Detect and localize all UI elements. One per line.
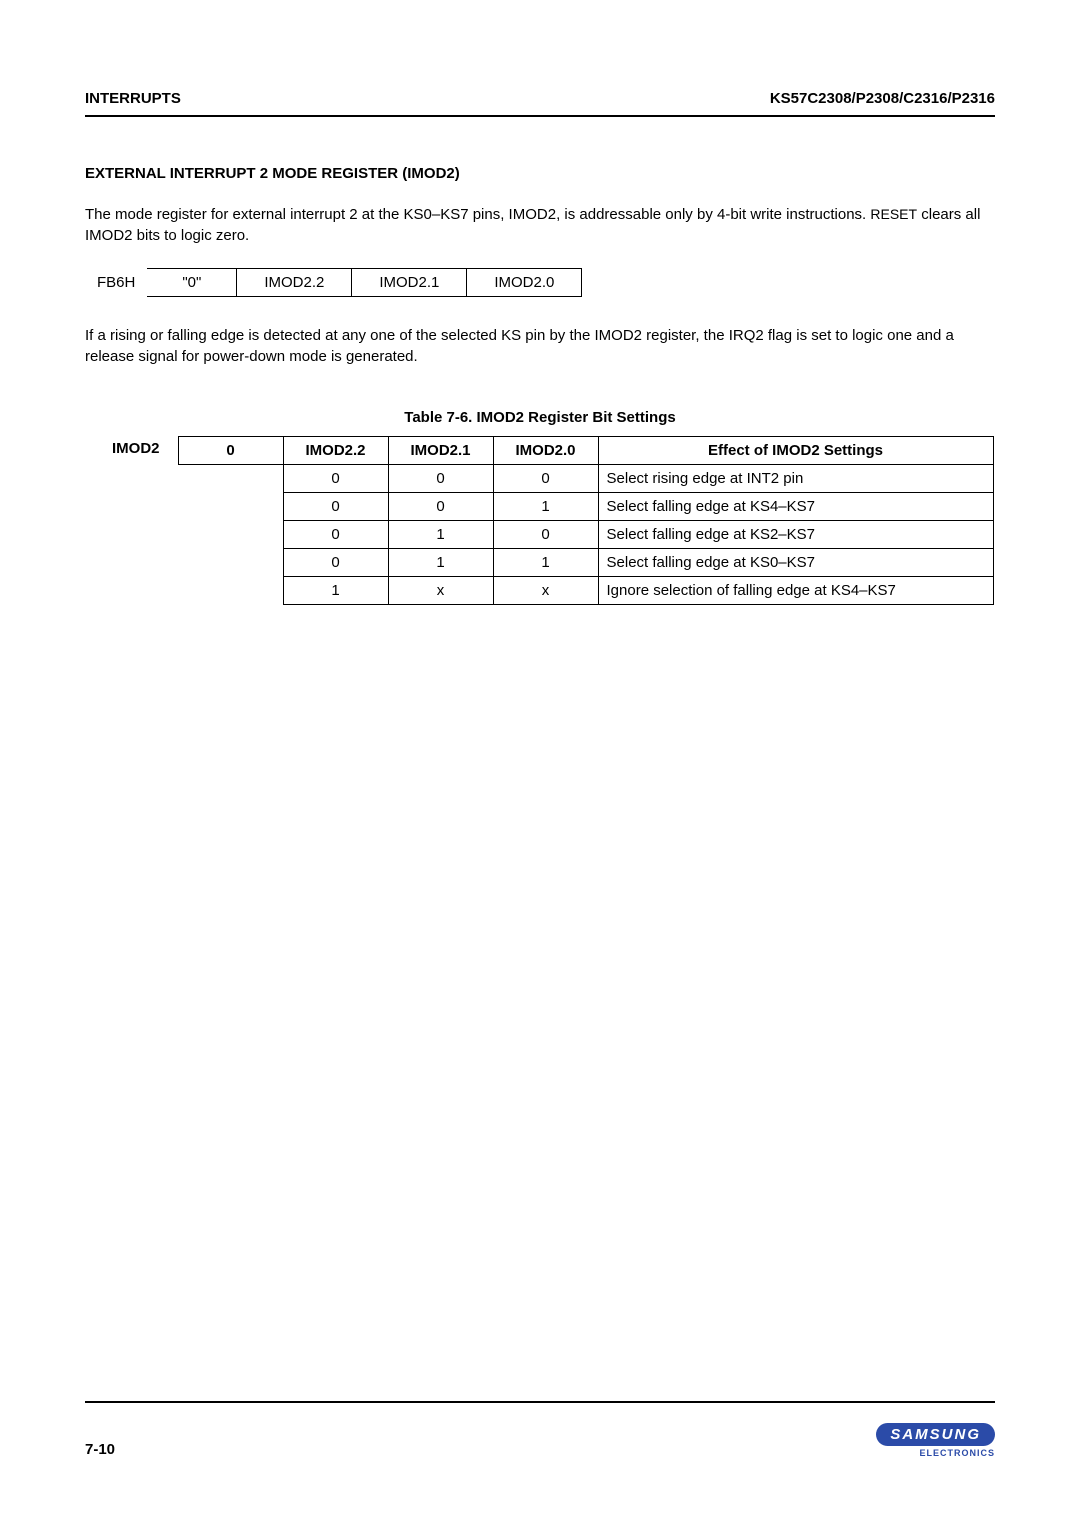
samsung-logo: SAMSUNG (876, 1423, 995, 1446)
main-table-wrap: IMOD2 0 IMOD2.2 IMOD2.1 IMOD2.0 Effect o… (112, 436, 995, 605)
table-header-4: Effect of IMOD2 Settings (598, 437, 993, 465)
table-row: 0 1 1 Select falling edge at KS0–KS7 (178, 549, 993, 577)
table-cell: Select falling edge at KS0–KS7 (598, 549, 993, 577)
table-cell: 0 (283, 493, 388, 521)
table-row: 0 1 0 Select falling edge at KS2–KS7 (178, 521, 993, 549)
table-empty-span (178, 465, 283, 605)
table-side-label: IMOD2 (112, 436, 178, 605)
page-header: INTERRUPTS KS57C2308/P2308/C2316/P2316 (85, 90, 995, 117)
table-cell: 0 (283, 521, 388, 549)
table-cell: Select rising edge at INT2 pin (598, 465, 993, 493)
paragraph-2: If a rising or falling edge is detected … (85, 325, 995, 367)
register-cell-3: IMOD2.0 (467, 268, 582, 297)
table-cell: Select falling edge at KS4–KS7 (598, 493, 993, 521)
table-header-row: 0 IMOD2.2 IMOD2.1 IMOD2.0 Effect of IMOD… (178, 437, 993, 465)
table-cell: Ignore selection of falling edge at KS4–… (598, 577, 993, 605)
footer-content: 7-10 SAMSUNG ELECTRONICS (85, 1423, 995, 1458)
table-header-3: IMOD2.0 (493, 437, 598, 465)
page-footer: 7-10 SAMSUNG ELECTRONICS (85, 1401, 995, 1458)
section-title: EXTERNAL INTERRUPT 2 MODE REGISTER (IMOD… (85, 165, 995, 182)
table-cell: 1 (283, 577, 388, 605)
table-cell: 1 (388, 549, 493, 577)
table-cell: x (493, 577, 598, 605)
samsung-electronics-label: ELECTRONICS (876, 1448, 995, 1458)
samsung-logo-area: SAMSUNG ELECTRONICS (876, 1423, 995, 1458)
table-cell: 0 (493, 465, 598, 493)
table-cell: 0 (283, 549, 388, 577)
paragraph-1a: The mode register for external interrupt… (85, 206, 870, 223)
table-cell: x (388, 577, 493, 605)
table-row: 0 0 1 Select falling edge at KS4–KS7 (178, 493, 993, 521)
footer-divider (85, 1401, 995, 1403)
page-number: 7-10 (85, 1441, 115, 1458)
table-header-0: 0 (178, 437, 283, 465)
register-bit-row: FB6H "0" IMOD2.2 IMOD2.1 IMOD2.0 (97, 268, 995, 297)
header-right: KS57C2308/P2308/C2316/P2316 (770, 90, 995, 107)
table-header-2: IMOD2.1 (388, 437, 493, 465)
table-cell: 0 (388, 465, 493, 493)
table-cell: 0 (283, 465, 388, 493)
table-cell: Select falling edge at KS2–KS7 (598, 521, 993, 549)
table-cell: 1 (493, 549, 598, 577)
table-cell: 0 (388, 493, 493, 521)
table-row: 1 x x Ignore selection of falling edge a… (178, 577, 993, 605)
imod2-settings-table: 0 IMOD2.2 IMOD2.1 IMOD2.0 Effect of IMOD… (178, 436, 994, 605)
register-cell-2: IMOD2.1 (352, 268, 467, 297)
table-caption: Table 7-6. IMOD2 Register Bit Settings (85, 409, 995, 426)
register-cell-1: IMOD2.2 (237, 268, 352, 297)
table-cell: 1 (493, 493, 598, 521)
paragraph-1: The mode register for external interrupt… (85, 204, 995, 246)
register-cell-0: "0" (147, 268, 237, 297)
reset-word: RESET (870, 206, 917, 222)
table-header-1: IMOD2.2 (283, 437, 388, 465)
table-cell: 1 (388, 521, 493, 549)
header-left: INTERRUPTS (85, 90, 181, 107)
register-address: FB6H (97, 274, 147, 291)
table-row: 0 0 0 Select rising edge at INT2 pin (178, 465, 993, 493)
table-cell: 0 (493, 521, 598, 549)
